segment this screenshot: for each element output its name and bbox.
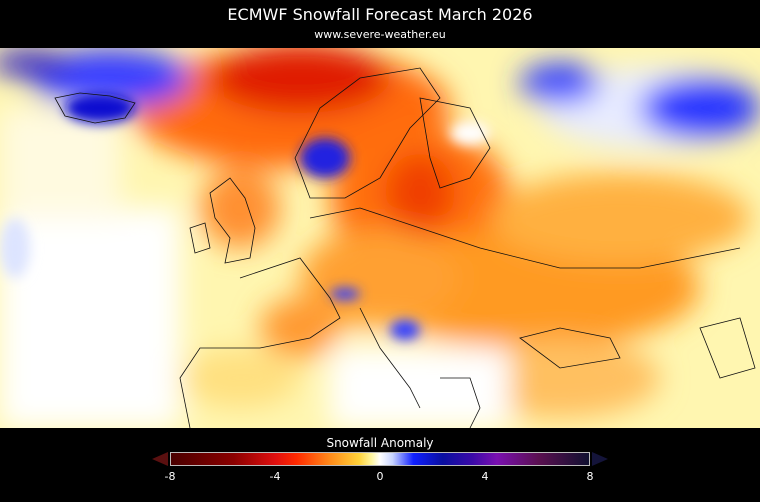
colorbar bbox=[170, 452, 590, 466]
map-title: ECMWF Snowfall Forecast March 2026 bbox=[227, 5, 533, 24]
snowfall-anomaly-map bbox=[0, 48, 760, 428]
website-credit: www.severe-weather.eu bbox=[314, 28, 446, 41]
colorbar-tick: -8 bbox=[164, 470, 176, 483]
colorbar-label: Snowfall Anomaly bbox=[326, 436, 434, 450]
coastlines bbox=[54, 67, 756, 428]
colorbar-max-arrow bbox=[592, 452, 608, 466]
colorbar-tick: -4 bbox=[269, 470, 281, 483]
colorbar-tick: 4 bbox=[481, 470, 489, 483]
colorbar-tick: 8 bbox=[586, 470, 594, 483]
colorbar-tick: 0 bbox=[376, 470, 384, 483]
colorbar-min-arrow bbox=[152, 452, 168, 466]
